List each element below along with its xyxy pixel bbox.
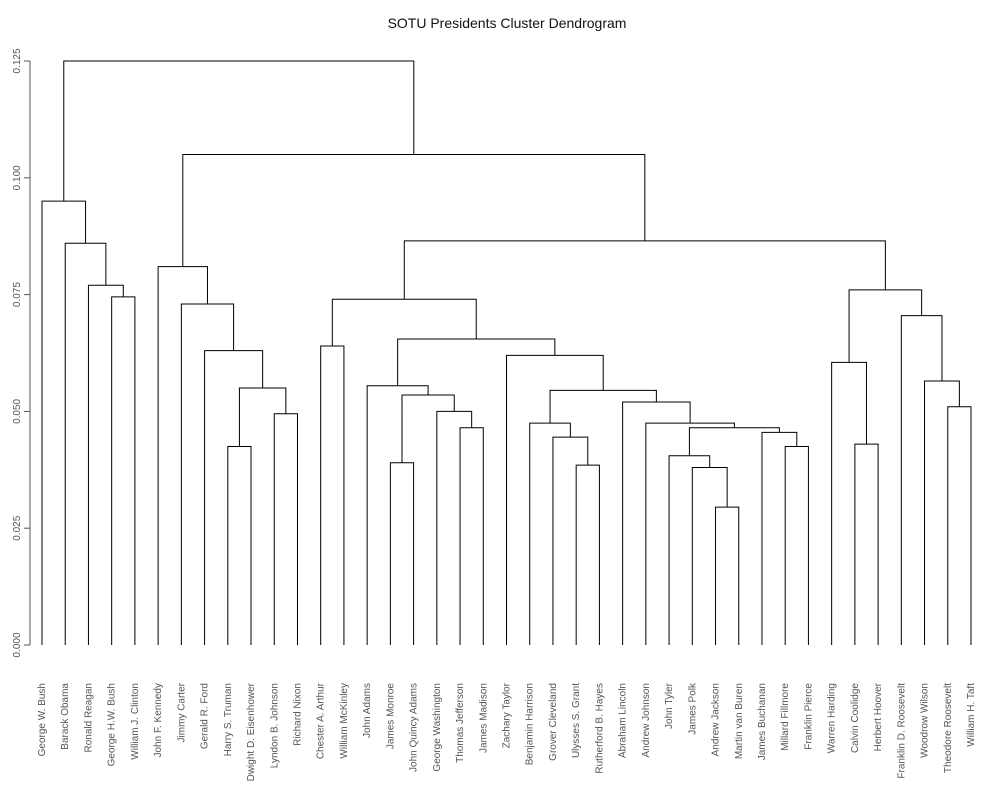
dendrogram-merge-m13 [459, 427, 484, 645]
dendrogram-merge-m19 [529, 422, 571, 645]
leaf-label: Zachary Taylor [502, 682, 513, 748]
leaf-label: William McKinley [339, 683, 350, 759]
chart-title: SOTU Presidents Cluster Dendrogram [388, 15, 627, 31]
leaf-label: Thomas Jefferson [455, 683, 466, 763]
dendrogram-merge-m28 [549, 389, 657, 424]
leaf-label: George W. Bush [37, 683, 48, 756]
leaf-label: Benjamin Harrison [525, 683, 536, 765]
dendrogram-merge-m21 [691, 466, 728, 645]
leaf-label: Millard Fillmore [780, 683, 791, 751]
leaf-label: George Washington [432, 683, 443, 772]
leaf-labels: George W. Bush Barack Obama Ronald Reagan G… [37, 682, 977, 781]
dendrogram-merge-m27 [622, 401, 691, 645]
leaf-label: Ulysses S. Grant [571, 683, 582, 758]
leaf-label: Abraham Lincoln [618, 683, 629, 758]
leaf-label: Martin van Buren [734, 683, 745, 759]
dendrogram-merge-m39 [182, 153, 646, 267]
dendrogram-branches [41, 60, 972, 645]
dendrogram-merge-m7 [238, 387, 287, 447]
dendrogram-merge-m4 [41, 200, 87, 645]
dendrogram-merge-m11 [320, 345, 345, 645]
leaf-label: William J. Clinton [130, 683, 141, 760]
leaf-label: Lyndon B. Johnson [269, 683, 280, 768]
y-tick-label: 0.000 [12, 632, 23, 657]
leaf-label: John Tyler [664, 682, 675, 729]
dendrogram-merge-m17 [575, 464, 600, 645]
dendrogram-merge-m16 [366, 385, 429, 645]
leaf-label: James Monroe [385, 683, 396, 750]
leaf-label: Calvin Coolidge [850, 683, 861, 753]
leaf-label: Warren Harding [827, 683, 838, 753]
y-axis: 0.000 0.025 0.050 0.075 0.100 0.125 [12, 48, 31, 658]
dendrogram-merge-m18 [552, 436, 589, 645]
leaf-label: John Adams [362, 683, 373, 738]
dendrogram-merge-m20 [715, 506, 740, 645]
dendrogram-merge-m38 [403, 240, 886, 300]
leaf-label: Rutherford B. Hayes [594, 683, 605, 774]
leaf-label: Gerald R. Ford [200, 683, 211, 749]
y-tick-label: 0.100 [12, 165, 23, 190]
dendrogram-merge-m9 [180, 303, 235, 645]
leaf-label: Franklin D. Roosevelt [896, 683, 907, 779]
dendrogram-merge-m10 [157, 266, 208, 645]
dendrogram-merge-m3 [64, 242, 107, 645]
dendrogram-merge-m33 [831, 361, 867, 645]
leaf-label: Franklin Pierce [803, 683, 814, 750]
leaf-label: Dwight D. Eisenhower [246, 682, 257, 781]
leaf-label: Harry S. Truman [223, 683, 234, 756]
leaf-label: Grover Cleveland [548, 683, 559, 761]
leaf-label: James Madison [478, 683, 489, 753]
dendrogram-merge-m14 [436, 410, 473, 645]
dendrogram-merge-m37 [848, 289, 923, 363]
leaf-label: Woodrow Wilson [920, 683, 931, 758]
leaf-label: James Buchanan [757, 683, 768, 760]
y-tick-label: 0.075 [12, 282, 23, 307]
leaf-label: Ronald Reagan [83, 683, 94, 753]
dendrogram-merge-m22 [668, 455, 711, 645]
leaf-label: Richard Nixon [292, 683, 303, 746]
dendrogram-merge-m6 [227, 445, 252, 645]
dendrogram-merge-m15 [401, 394, 455, 463]
y-tick-label: 0.125 [12, 48, 23, 73]
leaf-label: George H.W. Bush [107, 683, 118, 766]
dendrogram-merge-m23 [784, 445, 809, 645]
leaf-label: John Quincy Adams [409, 683, 420, 772]
dendrogram-merge-m34 [947, 406, 972, 645]
dendrogram-merge-m35 [924, 380, 960, 645]
leaf-label: Herbert Hoover [873, 682, 884, 751]
y-tick-label: 0.025 [12, 515, 23, 540]
dendrogram-merge-m26 [645, 422, 735, 645]
y-tick-label: 0.050 [12, 398, 23, 423]
leaf-label: Andrew Johnson [641, 683, 652, 758]
dendrogram-merge-m36 [900, 315, 943, 645]
dendrogram-merge-m2 [87, 284, 124, 645]
dendrogram-merge-m12 [389, 462, 415, 645]
dendrogram-merge-m1 [111, 296, 136, 645]
dendrogram-merge-m29 [506, 354, 604, 645]
dendrogram-merge-m30 [397, 338, 556, 386]
leaf-label: Chester A. Arthur [316, 682, 327, 759]
dendrogram-merge-m32 [854, 443, 879, 645]
dendrogram-merge-m24 [761, 431, 798, 645]
leaf-label: James Polk [687, 682, 698, 735]
dendrogram-merge-m5 [273, 413, 298, 645]
leaf-label: Andrew Jackson [711, 683, 722, 756]
dendrogram-merge-m40 [63, 60, 415, 202]
leaf-label: Theodore Roosevelt [943, 683, 954, 773]
leaf-label: William H. Taft [966, 683, 977, 747]
leaf-label: John F. Kennedy [153, 683, 164, 758]
leaf-label: Barack Obama [60, 683, 71, 750]
dendrogram-merge-m8 [204, 350, 264, 645]
leaf-label: Jimmy Carter [176, 682, 187, 742]
